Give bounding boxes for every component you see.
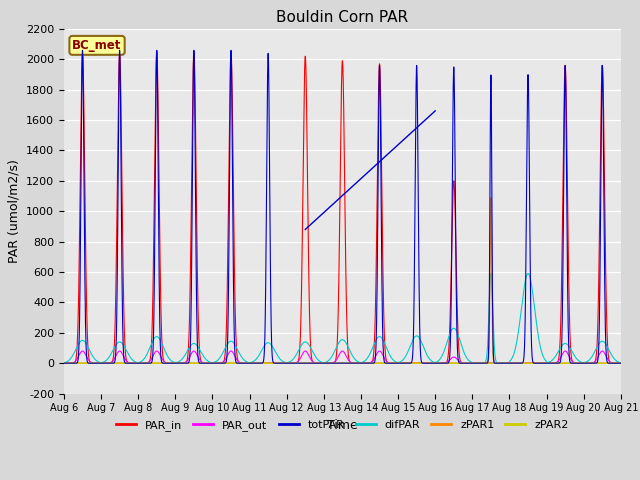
Text: BC_met: BC_met: [72, 39, 122, 52]
X-axis label: Time: Time: [327, 419, 358, 432]
Title: Bouldin Corn PAR: Bouldin Corn PAR: [276, 10, 408, 25]
Y-axis label: PAR (umol/m2/s): PAR (umol/m2/s): [8, 159, 20, 263]
Legend: PAR_in, PAR_out, totPAR, difPAR, zPAR1, zPAR2: PAR_in, PAR_out, totPAR, difPAR, zPAR1, …: [112, 416, 573, 435]
